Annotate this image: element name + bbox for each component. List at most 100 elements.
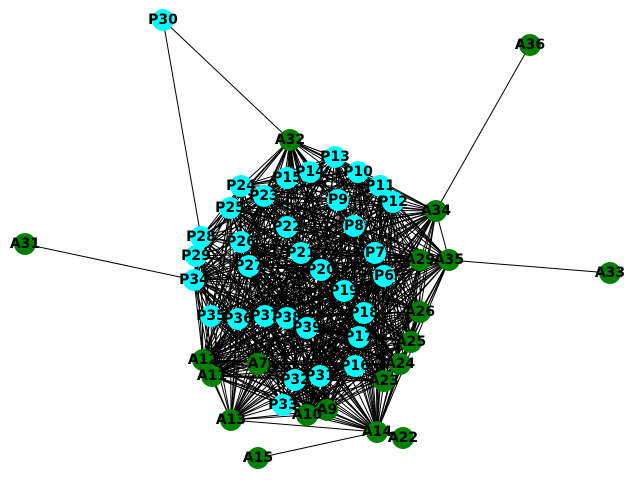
- node-marker: [276, 216, 298, 238]
- node-label: P26: [226, 234, 256, 250]
- node-a35: A35: [434, 249, 464, 271]
- node-p29: P29: [181, 245, 211, 267]
- edge-A29-P26: [240, 241, 421, 261]
- edge-P34-P7: [193, 252, 376, 281]
- node-label: A11: [197, 368, 227, 384]
- node-label: P21: [286, 245, 316, 261]
- node-p23: P23: [249, 185, 279, 207]
- node-marker: [409, 301, 431, 323]
- node-p36: P36: [223, 308, 253, 330]
- node-marker: [324, 146, 346, 168]
- node-label: A15: [243, 450, 273, 466]
- edge-A12-P11: [202, 185, 381, 361]
- edge-A15-A14: [257, 431, 378, 459]
- node-marker: [296, 317, 318, 339]
- edge-A25-A11: [211, 341, 412, 377]
- node-marker: [343, 215, 365, 237]
- node-label: P17: [344, 329, 374, 345]
- node-p38: P38: [272, 307, 302, 329]
- node-marker: [366, 421, 388, 443]
- node-label: A7: [248, 356, 269, 372]
- node-p26: P26: [226, 231, 256, 253]
- node-marker: [309, 365, 331, 387]
- node-label: A25: [396, 334, 426, 350]
- node-label: P35: [196, 308, 226, 324]
- edge-A10-P6: [306, 275, 385, 416]
- node-label: A22: [388, 430, 418, 446]
- edge-A10-A14: [306, 414, 378, 433]
- edge-P12-A35: [392, 201, 450, 261]
- node-label: P8: [344, 218, 364, 234]
- edge-A32-P24: [240, 139, 291, 187]
- node-p34: P34: [179, 269, 209, 291]
- node-p14: P14: [295, 161, 325, 183]
- node-label: A13: [216, 412, 246, 428]
- edge-A9-A29: [326, 259, 421, 411]
- node-label: P12: [378, 194, 408, 210]
- edge-A34-A11: [211, 210, 437, 377]
- edge-A34-P20: [320, 210, 437, 271]
- edge-A10-A13: [230, 414, 308, 421]
- edge-A13-P23: [230, 195, 265, 421]
- node-marker: [254, 305, 276, 327]
- node-a13: A13: [216, 409, 246, 431]
- edge-A24-A12: [202, 359, 401, 365]
- node-label: P32: [280, 372, 310, 388]
- node-label: P25: [215, 200, 245, 216]
- node-p13: P13: [320, 146, 350, 168]
- node-label: P22: [272, 219, 302, 235]
- node-a15: A15: [243, 447, 273, 469]
- edge-A26-P13: [334, 156, 421, 313]
- node-label: P9: [328, 192, 348, 208]
- node-label: A23: [369, 373, 399, 389]
- node-marker: [238, 255, 260, 277]
- node-p18: P18: [349, 302, 379, 324]
- node-marker: [599, 262, 621, 284]
- edge-A24-A14: [376, 363, 401, 433]
- node-marker: [327, 189, 349, 211]
- node-label: A32: [275, 132, 305, 148]
- node-marker: [348, 326, 370, 348]
- node-p25: P25: [215, 197, 245, 219]
- edge-P14-P11: [309, 171, 381, 187]
- edge-A29-A14: [376, 259, 421, 433]
- node-label: P30: [148, 12, 178, 28]
- node-p37: P37: [250, 305, 280, 327]
- edge-layer: [24, 19, 611, 459]
- node-marker: [185, 245, 207, 267]
- edge-A9-P34: [193, 279, 328, 411]
- edge-P10-A34: [357, 171, 437, 212]
- node-marker: [220, 409, 242, 431]
- node-p24: P24: [226, 175, 256, 197]
- node-p21: P21: [286, 242, 316, 264]
- node-p9: P9: [327, 189, 349, 211]
- node-marker: [276, 307, 298, 329]
- node-label: A36: [515, 37, 545, 53]
- node-p20: P20: [306, 259, 336, 281]
- edge-A12-P7: [202, 252, 376, 361]
- edge-A12-P25: [202, 207, 231, 361]
- node-p22: P22: [272, 216, 302, 238]
- node-marker: [373, 370, 395, 392]
- node-p16: P16: [340, 355, 370, 377]
- edge-A26-P10: [357, 171, 421, 313]
- node-marker: [200, 305, 222, 327]
- node-label: A24: [385, 356, 416, 372]
- edge-A29-P25: [229, 207, 421, 261]
- edge-A9-A32: [289, 139, 328, 411]
- node-label: A29: [405, 252, 435, 268]
- node-p30: P30: [148, 9, 178, 31]
- edge-A32-P35: [210, 139, 291, 317]
- node-marker: [276, 167, 298, 189]
- node-a25: A25: [396, 331, 426, 353]
- node-marker: [353, 302, 375, 324]
- node-label: P29: [181, 248, 211, 264]
- node-marker: [14, 233, 36, 255]
- node-label: A9: [317, 402, 338, 418]
- node-label: P31: [305, 368, 335, 384]
- edge-A9-P29: [195, 255, 328, 411]
- node-label: P39: [292, 320, 322, 336]
- node-marker: [333, 280, 355, 302]
- node-marker: [152, 9, 174, 31]
